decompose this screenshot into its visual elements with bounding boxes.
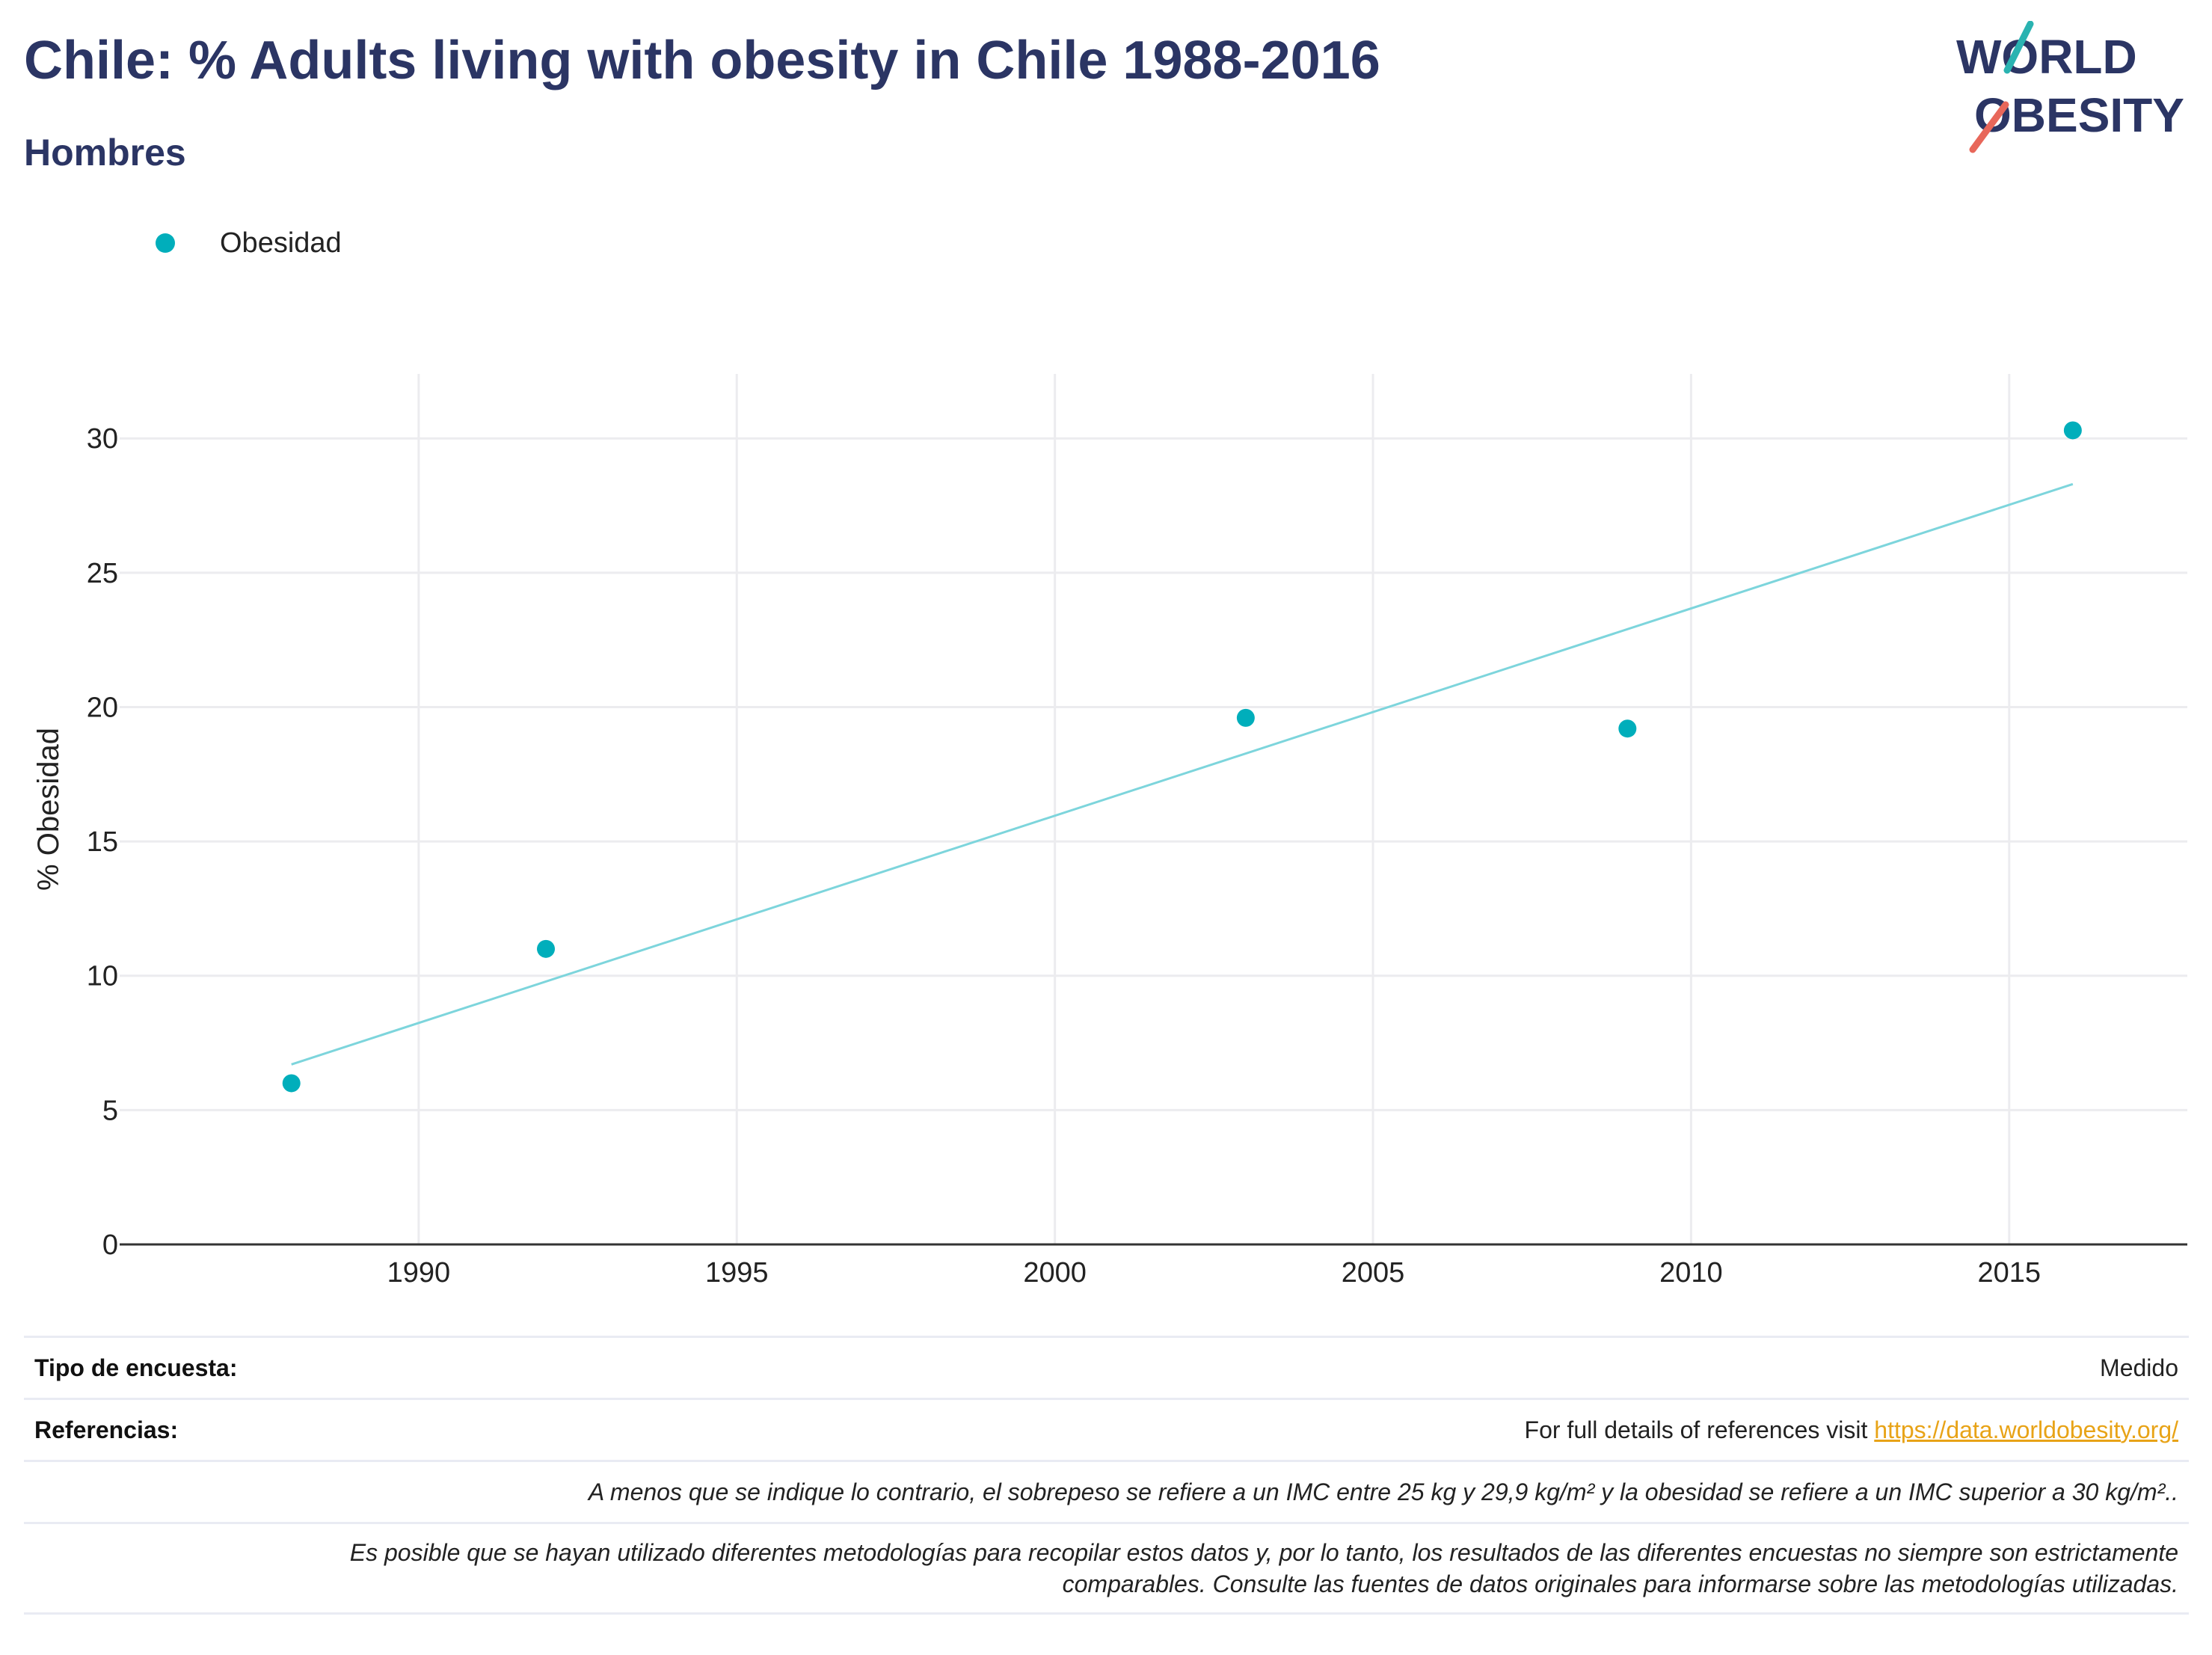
obesity-chart: 1990 1995 2000 2005 2010 2015 0 5 10 15 20 25 30 % Ob… [32,374,2187,1289]
bmi-note-row: A menos que se indique lo contrario, el … [24,1460,2189,1522]
x-tick-label: 2015 [1978,1257,2042,1289]
references-link[interactable]: https://data.worldobesity.org/ [1874,1416,2178,1443]
x-tick-label: 1995 [705,1257,769,1289]
x-tick-label: 2010 [1659,1257,1723,1289]
bmi-note: A menos que se indique lo contrario, el … [588,1479,2178,1505]
chart-subtitle: Hombres [24,132,186,174]
x-tick-label: 2005 [1342,1257,1405,1289]
legend: Obesidad [156,224,342,262]
y-tick-label: 10 [87,961,118,992]
trend-line [291,482,2074,1066]
y-tick-label: 5 [102,1095,118,1126]
y-axis-label: % Obesidad [32,728,65,891]
logo-line2: OBESITY [1974,88,2184,142]
legend-label: Obesidad [220,227,342,259]
references-label: Referencias: [34,1416,179,1443]
y-tick-label: 20 [87,692,118,723]
data-point [537,939,556,958]
y-tick-label: 0 [102,1229,118,1261]
methodology-note-line1: Es posible que se hayan utilizado difere… [349,1539,2178,1566]
y-tick-label: 30 [87,423,118,455]
methodology-note-row: Es posible que se hayan utilizado difere… [24,1522,2189,1615]
world-obesity-logo: WORLD OBESITY [1956,21,2184,153]
y-tick-label: 15 [87,826,118,858]
references-row: Referencias: For full details of referen… [24,1398,2189,1460]
references-text: For full details of references visit [1524,1416,1875,1443]
logo-line1: WORLD [1956,30,2137,84]
references-value: For full details of references visit htt… [1525,1416,2178,1444]
survey-type-value: Medido [2100,1354,2178,1381]
y-tick-label: 25 [87,558,118,589]
methodology-note: Es posible que se hayan utilizado difere… [34,1537,2178,1600]
logo-slash-red [1969,101,2009,153]
data-point [282,1074,301,1093]
x-tick-label: 1990 [387,1257,451,1289]
data-point [2063,421,2082,440]
chart-title: Chile: % Adults living with obesity in C… [24,31,1380,90]
survey-type-label: Tipo de encuesta: [34,1354,238,1381]
data-point [1618,719,1637,738]
methodology-note-line2: comparables. Consulte las fuentes de dat… [1062,1570,2178,1597]
legend-marker [156,233,175,253]
data-point [1236,708,1255,727]
footer-table: Tipo de encuesta: Medido Referencias: Fo… [24,1336,2189,1615]
logo-slash-teal [2003,21,2034,74]
x-tick-label: 2000 [1023,1257,1087,1289]
survey-type-row: Tipo de encuesta: Medido [24,1336,2189,1398]
